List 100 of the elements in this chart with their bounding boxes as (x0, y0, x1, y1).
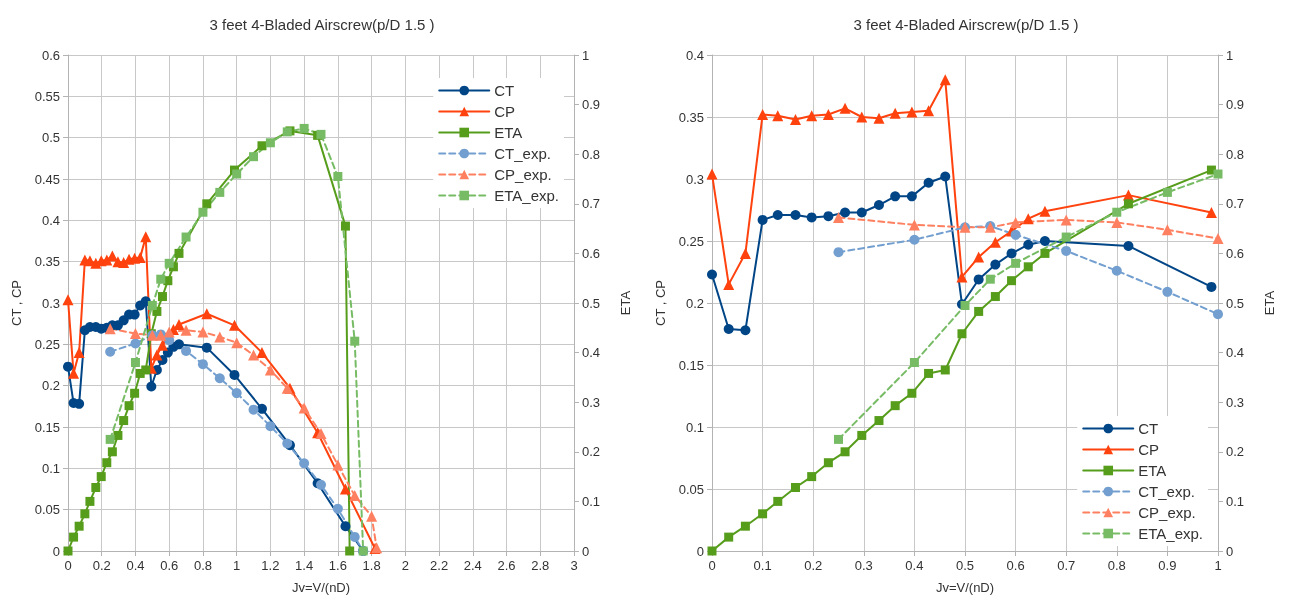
point (214, 373, 225, 384)
point (332, 459, 344, 471)
y2-tick-label: 0.4 (582, 345, 601, 361)
point (1023, 239, 1034, 250)
point (773, 496, 783, 506)
point (707, 269, 717, 280)
point (1022, 213, 1034, 225)
x-tick-label: 0.6 (1006, 558, 1025, 573)
point (874, 416, 884, 426)
y-tick-label: 0.4 (41, 212, 60, 228)
x-tick-label: 2.8 (531, 558, 550, 573)
point (939, 74, 951, 86)
point (1162, 187, 1172, 197)
point (1111, 265, 1122, 276)
point (758, 509, 768, 519)
point (333, 172, 343, 182)
point (124, 401, 134, 411)
point (62, 294, 74, 306)
x-tick-label: 0.2 (92, 558, 111, 573)
y2-tick-label: 0.5 (1226, 295, 1245, 311)
point (806, 212, 817, 223)
y-tick-label: 0.15 (678, 357, 704, 373)
point (231, 388, 242, 399)
point (909, 234, 920, 245)
point (833, 247, 844, 258)
point (256, 403, 267, 414)
point (232, 169, 242, 179)
y-tick-label: 0 (52, 543, 60, 559)
point (985, 274, 995, 284)
y-tick-label: 0.1 (685, 419, 704, 435)
point (1010, 216, 1022, 228)
point (973, 251, 985, 263)
point (146, 381, 157, 392)
y2-tick-label: 0.7 (582, 196, 601, 212)
point (156, 274, 166, 284)
y2-tick-label: 0.1 (582, 493, 601, 509)
legend-label: CT (1138, 420, 1159, 437)
x-tick-label: 1.2 (261, 558, 280, 573)
point (181, 232, 191, 242)
y-tick-label: 0.6 (41, 47, 60, 63)
point (840, 207, 851, 218)
point (1006, 248, 1017, 259)
point (147, 300, 157, 310)
point (906, 191, 917, 202)
x-tick-label: 0.4 (126, 558, 145, 573)
y2-tick-label: 0.8 (1226, 146, 1245, 162)
point (1060, 214, 1072, 226)
y2-tick-label: 0.4 (1226, 345, 1245, 361)
y2-tick-label: 0.6 (1226, 245, 1245, 261)
point (90, 257, 102, 269)
y2-tick-label: 0 (582, 543, 590, 559)
point (257, 141, 267, 151)
y2-axis-title: ETA (618, 290, 633, 316)
x-tick-label: 2.4 (463, 558, 482, 573)
point (909, 358, 919, 368)
x-tick-label: 1 (1214, 558, 1222, 573)
legend-label: ETA_exp. (1138, 525, 1204, 542)
x-tick-label: 0.3 (854, 558, 873, 573)
point (157, 292, 167, 302)
point (1161, 224, 1173, 236)
point (129, 328, 141, 340)
x-axis-title: Jv=V/(nD) (935, 580, 995, 595)
point (249, 152, 259, 162)
x-tick-label: 2 (401, 558, 409, 573)
point (198, 207, 208, 217)
point (130, 338, 141, 349)
legend-label: CP_exp. (494, 166, 552, 183)
x-tick-label: 0.1 (753, 558, 772, 573)
point (923, 105, 935, 117)
point (740, 521, 750, 531)
point (340, 521, 351, 532)
point (1213, 309, 1223, 320)
point (156, 339, 168, 351)
point (908, 219, 920, 231)
point (298, 402, 310, 414)
point (231, 337, 243, 349)
point (1205, 206, 1217, 218)
point (1023, 262, 1033, 272)
point (1206, 281, 1217, 292)
point (856, 111, 868, 123)
y2-axis-title: ETA (1262, 290, 1277, 316)
point (890, 401, 900, 411)
point (856, 207, 867, 218)
point (164, 258, 174, 268)
point (197, 359, 208, 370)
point (96, 472, 106, 482)
point (105, 434, 115, 444)
y-tick-label: 0.45 (34, 171, 60, 187)
y2-tick-label: 0.2 (582, 444, 601, 460)
point (757, 214, 768, 225)
point (1039, 236, 1050, 246)
point (299, 458, 310, 469)
x-tick-label: 0.8 (193, 558, 212, 573)
point (923, 177, 934, 188)
point (332, 503, 343, 514)
point (197, 326, 209, 338)
x-tick-label: 0.2 (804, 558, 823, 573)
point (873, 200, 884, 211)
point (823, 211, 834, 222)
x-tick-label: 0.9 (1158, 558, 1177, 573)
